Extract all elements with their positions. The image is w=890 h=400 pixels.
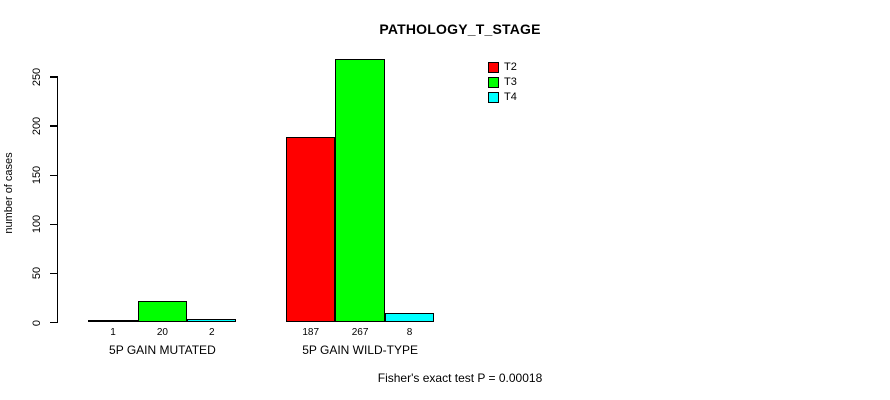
bar-t3-group2 [335,58,385,322]
y-tick-mark [50,322,57,324]
p-value-annotation: Fisher's exact test P = 0.00018 [377,371,543,385]
y-tick-label: 150 [31,165,43,185]
legend-label: T4 [504,91,517,103]
legend-item-t2: T2 [488,62,517,73]
y-tick-mark [50,223,57,226]
bar-value-label: 187 [302,327,320,338]
bar-value-label: 267 [351,327,369,338]
y-tick-mark [50,272,57,275]
bar-t2-group2 [286,137,336,322]
x-category-label: 5P GAIN WILD-TYPE [302,343,418,357]
legend-color-swatch [488,92,499,103]
y-tick-label: 250 [31,67,43,86]
bar-t2-group1 [88,320,138,322]
legend-color-swatch [488,62,499,73]
bar-value-label: 20 [156,327,168,338]
y-axis-label: number of cases [3,152,15,234]
chart-title: PATHOLOGY_T_STAGE [379,21,541,37]
y-tick-label: 100 [31,215,43,234]
bar-t3-group1 [137,301,188,322]
legend: T2 T3 T4 [488,62,517,103]
x-category-label: 5P GAIN MUTATED [109,343,216,357]
legend-item-t3: T3 [488,77,517,88]
legend-item-t4: T4 [488,92,517,103]
y-tick-mark [50,125,57,127]
bar-value-label: 1 [110,327,116,338]
y-tick-label: 50 [31,267,43,280]
y-tick-mark [50,174,57,176]
y-tick-label: 200 [31,116,43,136]
y-tick-label: 0 [31,319,43,326]
bar-value-label: 2 [209,327,215,338]
legend-label: T3 [504,76,517,88]
bar-t4-group1 [187,319,237,322]
y-tick-mark [50,76,57,78]
bar-t4-group2 [384,313,435,322]
legend-label: T2 [504,61,517,73]
y-axis-line [57,76,59,323]
bar-value-label: 8 [406,327,413,338]
legend-color-swatch [488,77,499,88]
